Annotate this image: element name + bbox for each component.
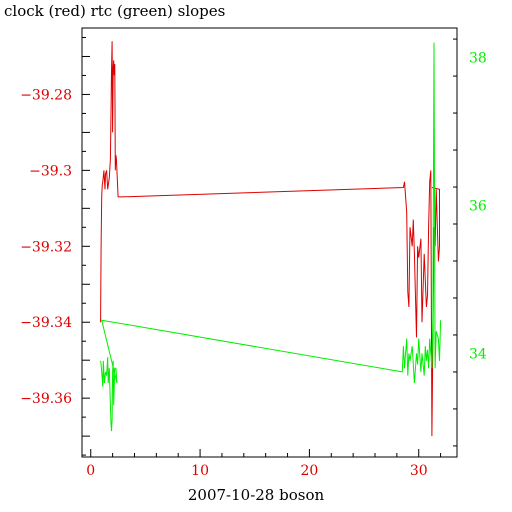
x-axis-label: 2007-10-28 boson [187, 486, 325, 504]
axis-tick-labels: 0 10 20 30 −39.28 −39.3 −39.32 −39.34 −39.36 38 36… [20, 51, 487, 479]
y-tick-label: −39.36 [20, 391, 72, 407]
y2-tick-label: 38 [469, 51, 487, 67]
plot-frame [81, 27, 458, 458]
y2-tick-label: 36 [469, 199, 487, 215]
y-tick-label: −39.28 [20, 87, 72, 103]
y-tick-label: −39.32 [20, 239, 72, 255]
x-tick-label: 30 [410, 463, 428, 479]
x-tick-label: 0 [86, 463, 95, 479]
x-tick-label: 20 [300, 463, 318, 479]
series-group [100, 41, 442, 437]
y-tick-label: −39.34 [20, 315, 72, 331]
chart-title: clock (red) rtc (green) slopes [4, 2, 226, 20]
y-tick-label: −39.3 [29, 163, 72, 179]
x-tick-label: 10 [191, 463, 209, 479]
clock-series-line [100, 41, 440, 437]
rtc-series-line [100, 42, 442, 432]
y2-tick-label: 34 [469, 346, 487, 362]
axis-ticks [82, 36, 457, 457]
